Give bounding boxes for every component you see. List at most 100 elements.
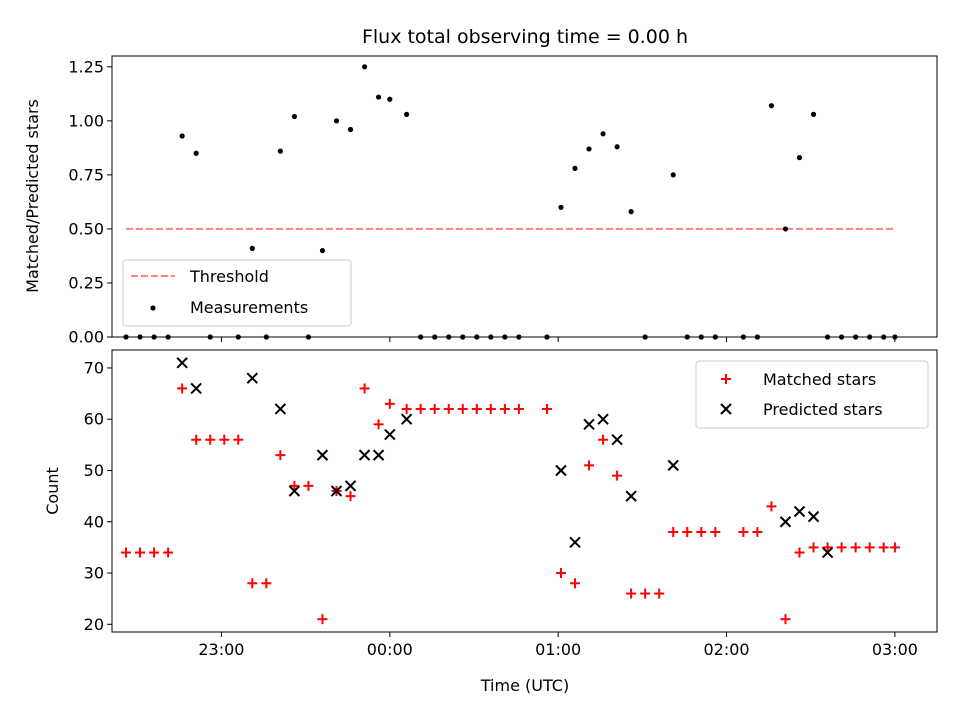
- matched-star-point: [780, 614, 791, 625]
- top-ytick-label: 1.00: [68, 111, 104, 130]
- matched-star-point: [415, 403, 426, 414]
- matched-star-point: [598, 434, 609, 445]
- predicted-star-point: [667, 459, 679, 472]
- legend-predicted-swatch: [720, 403, 732, 415]
- xtick-label: 03:00: [872, 640, 918, 659]
- matched-star-point: [640, 588, 651, 599]
- top-panel: 0.00 0.25 0.50 0.75 1.00 1.25 Matched/Predict…: [23, 55, 938, 347]
- matched-star-point: [766, 501, 777, 512]
- matched-star-point: [135, 547, 146, 558]
- matched-star-point: [261, 578, 272, 589]
- legend-threshold-label: Threshold: [189, 267, 269, 286]
- matched-star-point: [654, 588, 665, 599]
- matched-star-point: [359, 383, 370, 394]
- matched-star-point: [710, 527, 721, 538]
- predicted-star-point: [625, 490, 637, 502]
- predicted-star-point: [288, 485, 301, 497]
- measurement-point: [347, 126, 354, 133]
- bottom-legend-box: [695, 360, 929, 429]
- legend-measurements-swatch: [150, 305, 156, 311]
- matched-star-point: [682, 527, 693, 538]
- xtick-label: 02:00: [703, 640, 749, 659]
- measurement-point: [291, 113, 297, 120]
- measurement-point: [277, 148, 283, 154]
- matched-star-point: [555, 568, 566, 579]
- matched-star-point: [443, 403, 454, 414]
- predicted-star-point: [316, 449, 329, 461]
- predicted-star-point: [793, 505, 806, 518]
- matched-star-point: [570, 578, 581, 589]
- predicted-star-point: [358, 449, 371, 461]
- measurement-point: [796, 154, 803, 161]
- bottom-ytick-label: 70: [84, 358, 104, 377]
- predicted-star-point: [779, 516, 792, 528]
- top-ytick-label: 0.75: [68, 165, 104, 184]
- top-legend-box: [122, 259, 352, 327]
- predicted-star-point: [807, 510, 820, 523]
- matched-star-point: [836, 542, 847, 553]
- predicted-star-point: [384, 428, 396, 441]
- legend-measurements-label: Measurements: [190, 298, 308, 317]
- xtick-label: 01:00: [535, 640, 581, 659]
- matched-star-point: [794, 547, 805, 558]
- matched-star-point: [289, 480, 300, 491]
- bottom-ytick-label: 50: [84, 461, 104, 480]
- matched-star-point: [485, 403, 496, 414]
- matched-star-point: [850, 542, 861, 553]
- bottom-y-axis-label: Count: [43, 467, 62, 515]
- measurement-point: [179, 133, 185, 139]
- measurement-point: [768, 103, 775, 109]
- matched-star-point: [303, 480, 314, 491]
- predicted-star-point: [190, 382, 202, 395]
- measurement-point: [361, 64, 368, 70]
- matched-star-point: [541, 403, 552, 414]
- top-ytick-label: 1.25: [68, 57, 104, 76]
- measurement-point: [558, 204, 564, 210]
- top-plot-frame: [111, 55, 938, 338]
- legend-plus-mark: [721, 374, 731, 384]
- matched-star-point: [499, 403, 510, 414]
- matched-star-point: [345, 491, 356, 502]
- matched-star-point: [275, 450, 286, 461]
- measurement-point: [333, 118, 340, 124]
- matched-star-point: [205, 434, 216, 445]
- matched-star-point: [219, 434, 230, 445]
- predicted-star-point: [555, 464, 567, 477]
- predicted-star-point: [344, 480, 357, 492]
- predicted-star-point: [372, 449, 385, 461]
- bottom-ytick-label: 40: [84, 512, 104, 531]
- predicted-star-point: [246, 372, 259, 384]
- matched-star-point: [163, 547, 174, 558]
- matched-star-point: [471, 403, 482, 414]
- matched-star-point: [738, 527, 749, 538]
- chart-title: Flux total observing time = 0.00 h: [362, 26, 688, 48]
- measurement-point: [782, 226, 789, 232]
- predicted-star-point: [330, 485, 343, 497]
- legend-x-mark: [720, 403, 732, 415]
- measurement-point: [600, 131, 606, 137]
- predicted-star-point: [597, 413, 609, 425]
- matched-star-point: [668, 527, 679, 538]
- matched-star-point: [247, 578, 258, 589]
- matched-star-point: [822, 542, 833, 553]
- xtick-label: 00:00: [367, 640, 413, 659]
- predicted-star-point: [176, 357, 188, 369]
- top-y-axis-label: Matched/Predicted stars: [23, 99, 42, 293]
- matched-star-point: [429, 403, 440, 414]
- measurement-point: [586, 146, 592, 152]
- measurement-point: [670, 172, 676, 178]
- measurement-point: [319, 247, 326, 254]
- matched-star-point: [401, 403, 412, 414]
- matched-star-point: [584, 460, 595, 471]
- measurement-point: [572, 165, 578, 171]
- measurement-point: [810, 111, 817, 117]
- matched-star-point: [457, 403, 468, 414]
- legend-matched-label: Matched stars: [763, 370, 876, 389]
- bottom-legend: Matched stars Predicted stars: [695, 360, 929, 429]
- measurement-point: [404, 111, 410, 117]
- top-ytick-label: 0.50: [68, 219, 104, 238]
- predicted-star-point: [583, 418, 595, 431]
- predicted-star-point: [400, 413, 413, 425]
- bottom-ytick-label: 20: [84, 615, 104, 634]
